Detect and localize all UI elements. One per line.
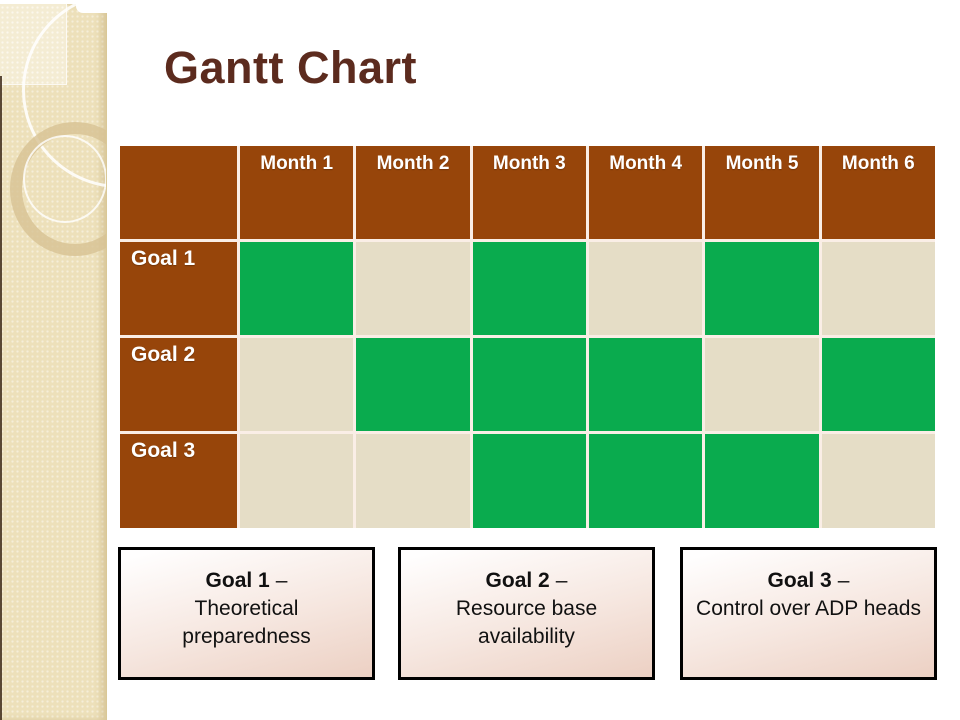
cell-goal1-month4 bbox=[589, 242, 703, 335]
cell-goal1-month3 bbox=[472, 242, 586, 335]
goal-2-legend-description: Resource base availability bbox=[455, 597, 598, 648]
decorative-ring-inner-icon bbox=[23, 135, 106, 223]
month-header-6: Month 6 bbox=[821, 146, 935, 239]
cell-goal1-month2 bbox=[356, 242, 470, 335]
goal-1-legend-name: Goal 1 bbox=[205, 569, 270, 592]
goal-1-legend-description: Theoretical preparedness bbox=[182, 597, 311, 648]
goal-3-legend-heading: Goal 3– bbox=[693, 567, 924, 595]
goal-3-legend-dash: – bbox=[837, 569, 850, 592]
goal-2-legend-heading: Goal 2– bbox=[411, 567, 642, 595]
month-header-5: Month 5 bbox=[705, 146, 819, 239]
month-header-2: Month 2 bbox=[356, 146, 470, 239]
cell-goal1-month5 bbox=[705, 242, 819, 335]
goal-label-3: Goal 3 bbox=[120, 434, 237, 528]
goal-2-legend-dash: – bbox=[555, 569, 568, 592]
sidebar-decoration bbox=[0, 4, 107, 720]
cell-goal3-month2 bbox=[356, 434, 470, 528]
sidebar-edge-line bbox=[0, 76, 2, 720]
goal-label-2: Goal 2 bbox=[120, 338, 237, 431]
sidebar-corner-notch bbox=[76, 0, 107, 13]
cell-goal2-month3 bbox=[472, 338, 586, 431]
goal-3-legend-name: Goal 3 bbox=[767, 569, 832, 592]
goal-3-legend-box: Goal 3– Control over ADP heads bbox=[680, 547, 937, 680]
cell-goal3-month6 bbox=[821, 434, 935, 528]
month-header-1: Month 1 bbox=[240, 146, 354, 239]
slide-title: Gantt Chart bbox=[164, 42, 417, 93]
cell-goal2-month1 bbox=[240, 338, 354, 431]
goal-3-legend-description: Control over ADP heads bbox=[696, 597, 921, 620]
cell-goal3-month1 bbox=[240, 434, 354, 528]
cell-goal3-month3 bbox=[472, 434, 586, 528]
goal-1-legend-box: Goal 1– Theoretical preparedness bbox=[118, 547, 375, 680]
cell-goal1-month1 bbox=[240, 242, 354, 335]
cell-goal2-month4 bbox=[589, 338, 703, 431]
gantt-table: Month 1 Month 2 Month 3 Month 4 Month 5 Month… bbox=[120, 146, 935, 528]
goal-2-legend-name: Goal 2 bbox=[485, 569, 550, 592]
goal-2-legend-box: Goal 2– Resource base availability bbox=[398, 547, 655, 680]
gantt-corner-cell bbox=[120, 146, 237, 239]
month-header-4: Month 4 bbox=[589, 146, 703, 239]
goal-label-1: Goal 1 bbox=[120, 242, 237, 335]
goal-1-legend-dash: – bbox=[275, 569, 288, 592]
cell-goal3-month4 bbox=[589, 434, 703, 528]
goal-1-legend-heading: Goal 1– bbox=[131, 567, 362, 595]
cell-goal2-month6 bbox=[821, 338, 935, 431]
cell-goal2-month2 bbox=[356, 338, 470, 431]
cell-goal1-month6 bbox=[821, 242, 935, 335]
month-header-3: Month 3 bbox=[472, 146, 586, 239]
cell-goal2-month5 bbox=[705, 338, 819, 431]
cell-goal3-month5 bbox=[705, 434, 819, 528]
